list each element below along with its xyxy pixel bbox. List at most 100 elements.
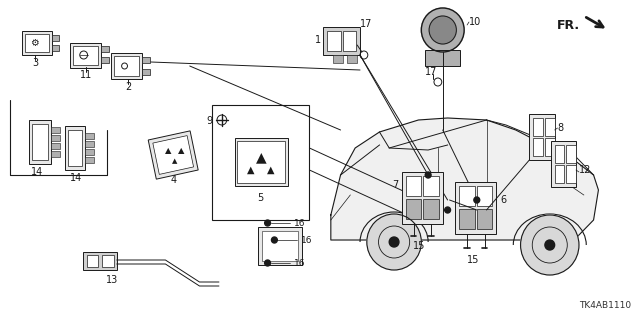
Text: 1: 1 — [315, 35, 321, 45]
Bar — [102, 255, 114, 267]
Text: 6: 6 — [500, 195, 506, 205]
Text: 16: 16 — [294, 219, 305, 228]
Bar — [52, 35, 60, 41]
Text: 17: 17 — [360, 19, 372, 29]
Text: ▲: ▲ — [267, 165, 275, 175]
Bar — [212, 105, 309, 220]
Text: ▲: ▲ — [255, 150, 266, 164]
Bar — [551, 141, 576, 187]
Text: 9: 9 — [206, 116, 212, 126]
Text: 14: 14 — [70, 173, 82, 183]
Text: 16: 16 — [301, 236, 312, 244]
Bar — [545, 138, 555, 156]
Circle shape — [271, 237, 277, 243]
Circle shape — [265, 220, 271, 226]
Text: 16: 16 — [294, 259, 305, 268]
Text: ▲: ▲ — [165, 147, 172, 156]
Bar — [545, 118, 555, 136]
Bar — [22, 31, 52, 55]
Bar — [52, 45, 60, 51]
Bar — [101, 57, 109, 63]
Bar — [333, 55, 342, 63]
Bar — [111, 53, 142, 79]
Text: 2: 2 — [125, 82, 132, 92]
Bar — [477, 186, 492, 206]
Text: ▲: ▲ — [178, 147, 184, 156]
Bar — [83, 252, 116, 270]
Bar — [84, 149, 94, 155]
Bar — [566, 165, 576, 183]
Bar — [51, 135, 60, 141]
Text: FR.: FR. — [557, 19, 580, 31]
Text: 5: 5 — [258, 193, 264, 203]
Bar — [477, 209, 492, 229]
Bar — [323, 27, 360, 55]
Text: TK4AB1110: TK4AB1110 — [579, 301, 631, 310]
Text: 4: 4 — [170, 175, 176, 185]
Bar — [142, 57, 150, 63]
Bar — [529, 114, 555, 160]
Text: 13: 13 — [106, 275, 118, 285]
Circle shape — [474, 197, 480, 203]
Text: ▲: ▲ — [172, 158, 177, 164]
Bar — [423, 199, 439, 219]
Bar — [460, 209, 475, 229]
Bar — [65, 126, 84, 170]
Bar — [348, 55, 357, 63]
Text: ▲: ▲ — [247, 165, 255, 175]
Text: 12: 12 — [579, 165, 591, 175]
Bar — [327, 31, 340, 51]
Bar — [142, 69, 150, 75]
Bar — [533, 118, 543, 136]
Bar — [114, 56, 139, 76]
Bar — [566, 145, 576, 163]
Bar — [456, 182, 496, 234]
Text: 11: 11 — [79, 70, 92, 80]
Bar — [402, 172, 443, 224]
Circle shape — [425, 172, 431, 178]
Bar — [258, 227, 301, 265]
Bar — [26, 34, 49, 52]
Circle shape — [445, 207, 451, 213]
Bar — [262, 231, 298, 261]
Bar — [51, 143, 60, 149]
Bar — [51, 127, 60, 133]
Polygon shape — [331, 118, 598, 240]
Bar — [425, 50, 460, 66]
Bar — [555, 165, 564, 183]
Text: 15: 15 — [467, 255, 479, 265]
Bar — [84, 157, 94, 163]
Bar — [423, 176, 439, 196]
Bar — [101, 46, 109, 52]
Circle shape — [389, 237, 399, 247]
Circle shape — [421, 8, 464, 52]
Circle shape — [265, 260, 271, 266]
Text: 7: 7 — [392, 180, 398, 190]
Circle shape — [367, 214, 421, 270]
Bar — [555, 145, 564, 163]
Bar — [70, 43, 101, 68]
Text: 8: 8 — [557, 123, 564, 133]
Text: ⚙: ⚙ — [29, 38, 38, 48]
Text: 14: 14 — [31, 167, 43, 177]
Circle shape — [520, 215, 579, 275]
Bar — [237, 141, 285, 183]
Text: 17: 17 — [425, 67, 437, 77]
Bar — [68, 130, 82, 166]
Bar — [234, 138, 288, 186]
Bar — [86, 255, 99, 267]
Bar — [533, 138, 543, 156]
Bar — [84, 141, 94, 147]
Bar — [51, 151, 60, 157]
Bar — [29, 120, 51, 164]
Circle shape — [429, 16, 456, 44]
Text: 15: 15 — [413, 241, 426, 251]
Bar — [32, 124, 47, 160]
Bar — [148, 131, 198, 179]
Bar — [406, 176, 421, 196]
Bar — [73, 46, 99, 65]
Text: 10: 10 — [469, 17, 481, 27]
Bar — [460, 186, 475, 206]
Bar — [153, 136, 193, 174]
Text: 3: 3 — [32, 58, 38, 68]
